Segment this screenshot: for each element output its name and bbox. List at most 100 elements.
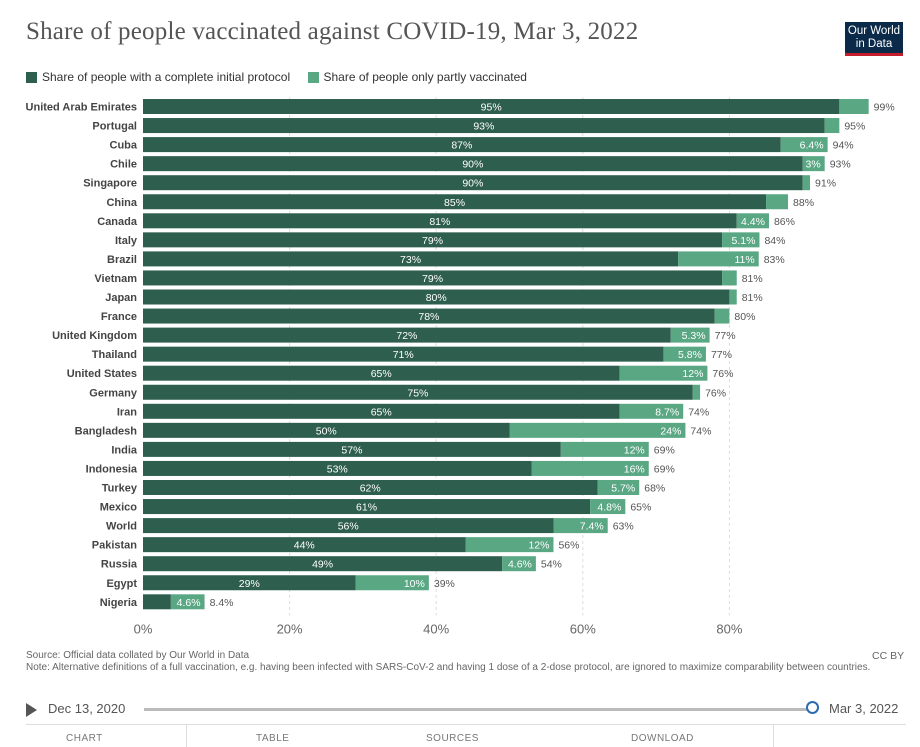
bar-partial [670, 327, 710, 343]
legend-label-complete: Share of people with a complete initial … [42, 70, 291, 84]
x-tick-label: 40% [423, 621, 449, 636]
category-label: Iran [117, 406, 137, 418]
bar-partial [736, 213, 769, 229]
bar-partial [802, 175, 811, 191]
timeline-end-label[interactable]: Mar 3, 2022 [829, 701, 899, 716]
bar-complete [143, 480, 598, 495]
bar-complete [143, 308, 715, 324]
bar-partial [619, 403, 684, 419]
data-label-complete: 53% [327, 463, 348, 475]
x-tick-label: 80% [716, 621, 742, 636]
logo-line-1: Our World [847, 25, 901, 37]
legend-item-partial[interactable]: Share of people only partly vaccinated [307, 70, 527, 84]
bar-partial [722, 232, 760, 248]
data-label-partial: 8.7% [655, 406, 679, 418]
total-label: 76% [712, 368, 733, 380]
data-label-complete: 93% [473, 121, 494, 133]
bar-complete [143, 346, 664, 362]
bar-partial [766, 194, 789, 210]
category-label: Egypt [106, 578, 137, 590]
category-label: Brazil [107, 254, 137, 266]
total-label: 39% [434, 578, 455, 590]
bar-complete [143, 365, 620, 381]
total-label: 99% [874, 102, 895, 114]
bar-complete [143, 118, 825, 134]
total-label: 86% [774, 216, 795, 228]
category-label: United Arab Emirates [26, 102, 137, 114]
total-label: 83% [764, 254, 785, 266]
bar-complete [143, 232, 723, 248]
data-label-partial: 5.8% [678, 349, 702, 361]
tab-table[interactable]: TABLE [256, 733, 290, 744]
bar-complete [143, 137, 781, 153]
bar-partial [714, 308, 730, 324]
timeline-handle[interactable] [806, 701, 819, 714]
total-label: 77% [711, 349, 732, 361]
bar-partial [692, 384, 701, 400]
total-label: 68% [644, 483, 665, 495]
bar-partial [663, 346, 706, 362]
category-label: France [101, 311, 137, 323]
total-label: 63% [613, 521, 634, 533]
source-text: Source: Official data collated by Our Wo… [26, 650, 250, 661]
bar-partial [839, 99, 869, 114]
data-label-complete: 75% [407, 387, 428, 399]
data-label-partial: 11% [734, 254, 754, 266]
data-label-complete: 62% [360, 483, 381, 495]
tab-bar: CHART TABLE SOURCES DOWNLOAD [26, 724, 906, 747]
bar-partial [465, 537, 554, 553]
legend-item-complete[interactable]: Share of people with a complete initial … [26, 70, 290, 84]
total-label: 77% [715, 330, 736, 342]
data-label-partial: 6.4% [800, 140, 824, 152]
bar-partial [597, 480, 640, 495]
data-label-complete: 80% [426, 292, 447, 304]
total-label: 94% [833, 140, 854, 152]
category-label: China [106, 197, 137, 209]
bar-partial [553, 518, 608, 534]
data-label-partial: 16% [624, 463, 645, 475]
bar-partial [729, 289, 737, 305]
category-label: Turkey [102, 483, 138, 495]
total-label: 91% [815, 178, 836, 190]
bar-partial [780, 137, 828, 153]
bar-partial [502, 556, 536, 572]
data-label-complete: 71% [393, 349, 414, 361]
data-label-complete: 50% [316, 425, 337, 437]
x-tick-label: 60% [570, 621, 596, 636]
data-label-partial: 4.6% [177, 597, 201, 609]
timeline: Dec 13, 2020 Mar 3, 2022 [26, 700, 906, 720]
bar-complete [143, 422, 510, 438]
category-label: Indonesia [86, 463, 138, 475]
data-label-complete: 65% [371, 368, 392, 380]
tab-download[interactable]: DOWNLOAD [631, 733, 694, 744]
data-label-complete: 79% [422, 273, 443, 285]
data-label-partial: 10% [404, 578, 425, 590]
bar-partial [678, 251, 759, 267]
data-label-partial: 12% [528, 540, 549, 552]
timeline-start-label[interactable]: Dec 13, 2020 [48, 701, 126, 716]
x-tick-label: 20% [277, 621, 303, 636]
category-label: Vietnam [94, 273, 137, 285]
tab-sources[interactable]: SOURCES [426, 733, 479, 744]
total-label: 69% [654, 444, 675, 456]
license-link[interactable]: CC BY [872, 650, 905, 662]
category-label: Thailand [92, 349, 137, 361]
play-icon[interactable] [26, 703, 37, 717]
data-label-partial: 5.3% [682, 330, 706, 342]
data-label-partial: 12% [624, 444, 645, 456]
bar-partial [355, 575, 429, 591]
timeline-track[interactable] [144, 708, 814, 711]
bar-complete [143, 594, 171, 610]
data-label-complete: 49% [312, 559, 333, 571]
category-label: Bangladesh [75, 425, 138, 437]
owid-logo[interactable]: Our World in Data [845, 22, 903, 56]
bar-complete [143, 194, 767, 210]
tab-chart[interactable]: CHART [66, 733, 103, 744]
data-label-complete: 57% [341, 444, 362, 456]
data-label-complete: 79% [422, 235, 443, 247]
category-label: Russia [101, 559, 138, 571]
bar-partial [802, 156, 825, 172]
data-label-partial: 3% [806, 159, 821, 171]
bar-complete [143, 575, 356, 591]
